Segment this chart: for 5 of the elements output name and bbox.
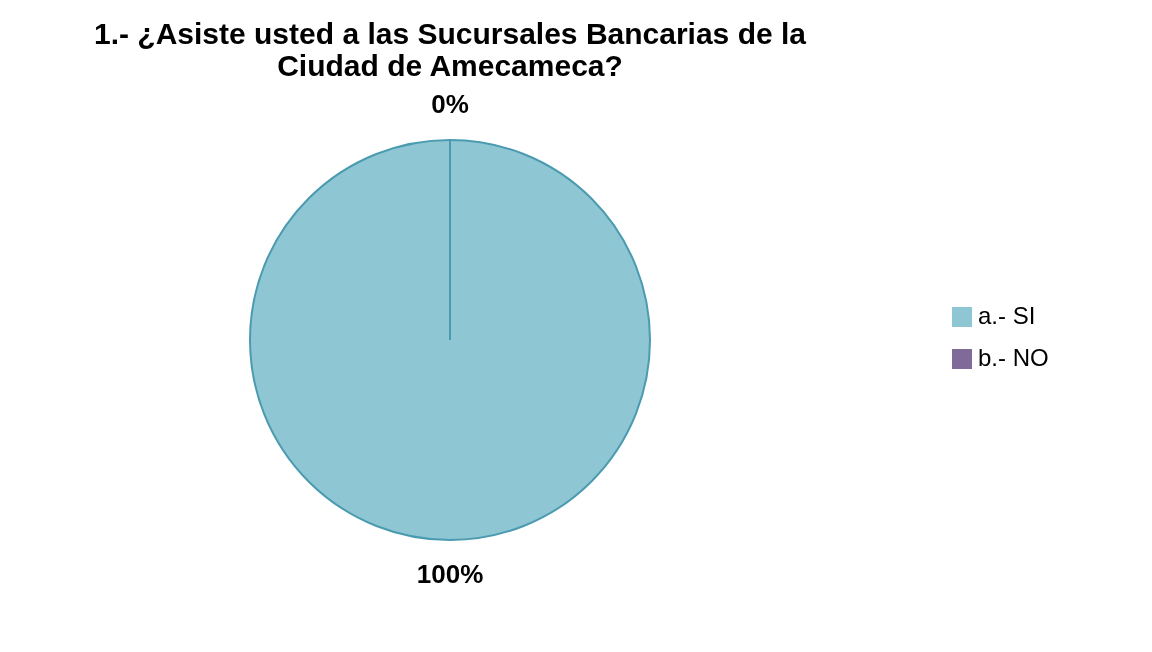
legend-label: a.- SI — [978, 302, 1036, 329]
chart-title: 1.- ¿Asiste usted a las Sucursales Bancarias de la Ciudad de Amecameca? — [93, 17, 807, 82]
legend-label: b.- NO — [978, 344, 1049, 371]
text: 0% — [431, 89, 469, 119]
data-label: 100% — [416, 559, 484, 589]
